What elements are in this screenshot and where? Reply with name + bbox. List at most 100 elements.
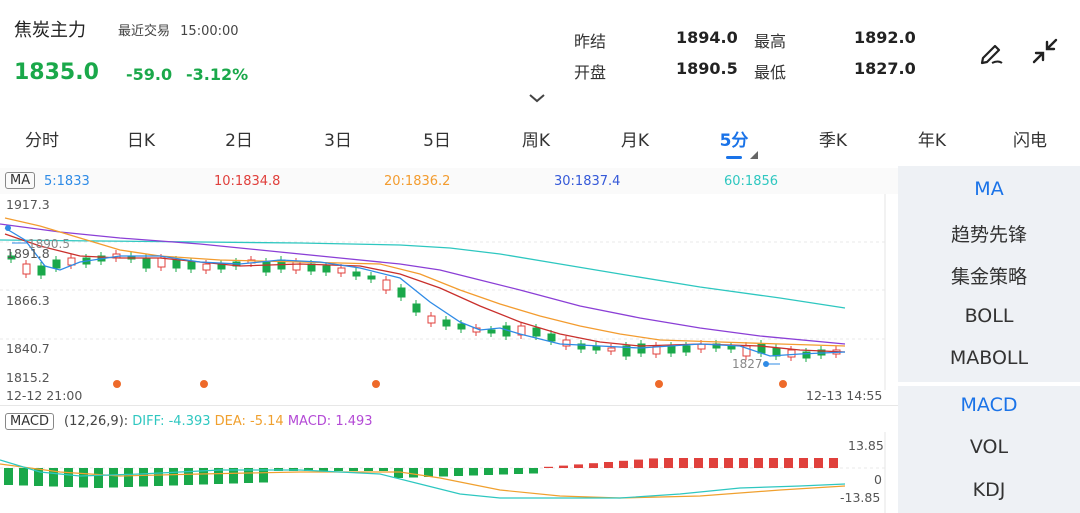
macd-value: MACD: 1.493 bbox=[287, 414, 373, 429]
tab-5day[interactable]: 5日 bbox=[423, 131, 451, 151]
macd-bar bbox=[709, 458, 718, 468]
candle bbox=[382, 279, 391, 291]
indicator-macd[interactable]: MACD bbox=[960, 394, 1018, 416]
event-marker[interactable] bbox=[200, 380, 208, 388]
macd-axis-bottom: -13.85 bbox=[840, 490, 881, 505]
price-axis-label: 1840.7 bbox=[6, 341, 50, 356]
candle bbox=[442, 319, 451, 327]
time-axis-start: 12-12 21:00 bbox=[6, 388, 83, 403]
ma-tag[interactable]: MA bbox=[5, 172, 36, 189]
stat-label-high: 最高 bbox=[754, 32, 787, 51]
ma20-line bbox=[4, 217, 846, 347]
candle bbox=[547, 333, 556, 342]
indicator-kdj[interactable]: KDJ bbox=[972, 479, 1006, 501]
candle bbox=[487, 329, 496, 334]
tab-daily-k[interactable]: 日K bbox=[126, 131, 156, 151]
macd-bar bbox=[199, 468, 208, 485]
ma20-value: 20:1836.2 bbox=[384, 174, 451, 189]
price-axis-label: 1917.3 bbox=[6, 197, 50, 212]
macd-bar bbox=[349, 468, 358, 471]
tab-dropdown-icon[interactable] bbox=[750, 144, 758, 163]
macd-bar bbox=[694, 458, 703, 468]
ma5-line bbox=[4, 227, 846, 357]
chevron-down-icon[interactable] bbox=[528, 88, 546, 107]
candle bbox=[397, 287, 406, 298]
indicator-gold-strategy[interactable]: 集金策略 bbox=[950, 266, 1027, 288]
macd-bar bbox=[484, 468, 493, 475]
macd-bar bbox=[124, 468, 133, 487]
event-marker[interactable] bbox=[655, 380, 663, 388]
tab-intraday[interactable]: 分时 bbox=[25, 131, 59, 151]
macd-bar bbox=[499, 468, 508, 475]
event-marker[interactable] bbox=[779, 380, 787, 388]
macd-bar bbox=[244, 468, 253, 483]
collapse-icon[interactable] bbox=[1030, 36, 1060, 66]
macd-diff: DIFF: -4.393 bbox=[132, 414, 211, 429]
macd-bar bbox=[154, 468, 163, 486]
stat-value-open: 1890.5 bbox=[676, 59, 738, 78]
macd-axis-zero: 0 bbox=[874, 472, 882, 487]
low-annotation: 1827 bbox=[732, 357, 763, 371]
event-marker[interactable] bbox=[113, 380, 121, 388]
macd-bar bbox=[364, 468, 373, 471]
macd-tag[interactable]: MACD bbox=[5, 413, 54, 430]
tab-flash[interactable]: 闪电 bbox=[1013, 131, 1047, 151]
candle bbox=[262, 261, 271, 273]
tab-yearly-k[interactable]: 年K bbox=[917, 131, 947, 151]
candle bbox=[802, 351, 811, 359]
tab-weekly-k[interactable]: 周K bbox=[521, 131, 551, 151]
candle bbox=[322, 265, 331, 273]
event-marker[interactable] bbox=[372, 380, 380, 388]
stat-label-low: 最低 bbox=[754, 63, 787, 82]
draw-icon[interactable] bbox=[976, 36, 1006, 66]
macd-chart[interactable] bbox=[0, 432, 898, 513]
tab-5min[interactable]: 5分 bbox=[719, 131, 749, 151]
macd-legend: (12,26,9): DIFF: -4.393 DEA: -5.14 MACD:… bbox=[64, 414, 373, 429]
stat-value-high: 1892.0 bbox=[854, 28, 916, 47]
tab-monthly-k[interactable]: 月K bbox=[620, 131, 650, 151]
price-axis-label: 1891.8 bbox=[6, 246, 50, 261]
macd-bar bbox=[829, 458, 838, 468]
macd-bar bbox=[214, 468, 223, 484]
ma60-value: 60:1856 bbox=[724, 174, 779, 189]
macd-bar bbox=[724, 458, 733, 468]
tab-quarterly-k[interactable]: 季K bbox=[818, 131, 848, 151]
macd-bar bbox=[814, 458, 823, 468]
indicator-vol[interactable]: VOL bbox=[969, 436, 1009, 458]
macd-bar bbox=[739, 458, 748, 468]
macd-bar bbox=[49, 468, 58, 487]
macd-bar bbox=[589, 463, 598, 468]
macd-bar bbox=[424, 468, 433, 477]
candle bbox=[22, 263, 31, 275]
candle bbox=[187, 261, 196, 270]
macd-params: (12,26,9): bbox=[64, 414, 129, 429]
macd-bar bbox=[19, 468, 28, 486]
candle bbox=[667, 345, 676, 354]
macd-bar bbox=[319, 468, 328, 471]
macd-bar bbox=[109, 468, 118, 488]
stat-value-prev-settle: 1894.0 bbox=[676, 28, 738, 47]
price-axis-label: 1815.2 bbox=[6, 370, 50, 385]
kline-chart[interactable]: 1890.5 1827 bbox=[0, 194, 898, 390]
macd-bar bbox=[4, 468, 13, 485]
macd-bar bbox=[754, 458, 763, 468]
macd-bar bbox=[514, 468, 523, 474]
indicator-trend-pioneer[interactable]: 趋势先锋 bbox=[950, 224, 1027, 246]
ma60-line bbox=[0, 239, 846, 309]
indicator-maboll[interactable]: MABOLL bbox=[949, 347, 1029, 369]
indicator-ma[interactable]: MA bbox=[974, 178, 1004, 200]
indicator-boll[interactable]: BOLL bbox=[964, 305, 1014, 327]
macd-diff-line bbox=[0, 459, 846, 499]
tab-2day[interactable]: 2日 bbox=[225, 131, 253, 151]
ma-values-bar bbox=[0, 168, 898, 194]
candle bbox=[142, 257, 151, 269]
macd-bar bbox=[394, 468, 403, 478]
candle bbox=[577, 343, 586, 350]
macd-bar bbox=[619, 460, 628, 468]
tab-3day[interactable]: 3日 bbox=[324, 131, 352, 151]
macd-bar bbox=[604, 462, 613, 468]
macd-bar bbox=[169, 468, 178, 486]
price-axis-label: 1866.3 bbox=[6, 293, 50, 308]
ma30-line bbox=[0, 223, 846, 345]
macd-bar bbox=[259, 468, 268, 483]
